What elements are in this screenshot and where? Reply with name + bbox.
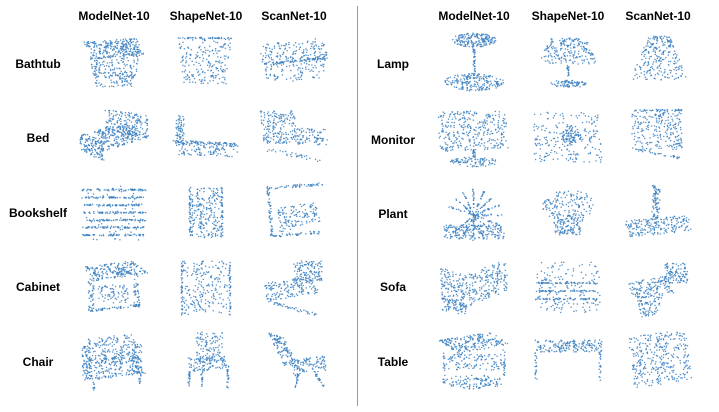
row-label-bathtub: Bathtub (15, 57, 61, 71)
column-header-modelnet: ModelNet-10 (438, 9, 510, 23)
point-cloud-sofa-modelnet (434, 253, 514, 321)
column-header-scannet: ScanNet-10 (625, 9, 691, 23)
column-header-modelnet: ModelNet-10 (78, 9, 150, 23)
point-cloud-sofa-shapenet (528, 253, 608, 321)
point-cloud-chair-modelnet (74, 326, 154, 394)
point-cloud-cabinet-shapenet (166, 253, 246, 321)
point-cloud-chair-scannet (254, 326, 334, 394)
left-panel: ModelNet-10 ShapeNet-10 ScanNet-10 Batht… (0, 0, 350, 412)
column-header-shapenet: ShapeNet-10 (531, 9, 605, 23)
point-cloud-bookshelf-shapenet (166, 178, 246, 246)
point-cloud-monitor-shapenet (528, 104, 608, 172)
row-label-plant: Plant (378, 207, 408, 221)
point-cloud-bed-scannet (254, 101, 334, 169)
point-cloud-bathtub-shapenet (166, 28, 246, 96)
point-cloud-sofa-scannet (618, 253, 698, 321)
right-panel: ModelNet-10 ShapeNet-10 ScanNet-10 Lamp … (361, 0, 719, 412)
point-cloud-bathtub-scannet (254, 28, 334, 96)
point-cloud-bed-shapenet (166, 101, 246, 169)
panel-divider (357, 6, 358, 406)
row-label-sofa: Sofa (379, 280, 407, 294)
point-cloud-plant-modelnet (434, 179, 514, 247)
point-cloud-lamp-shapenet (528, 28, 608, 96)
point-cloud-plant-shapenet (528, 179, 608, 247)
point-cloud-monitor-modelnet (434, 104, 514, 172)
column-header-scannet: ScanNet-10 (261, 9, 327, 23)
point-cloud-bookshelf-modelnet (74, 178, 154, 246)
point-cloud-chair-shapenet (166, 326, 246, 394)
row-label-bed: Bed (26, 131, 50, 145)
point-cloud-cabinet-modelnet (74, 253, 154, 321)
point-cloud-table-modelnet (434, 326, 514, 394)
point-cloud-bathtub-modelnet (74, 28, 154, 96)
row-label-cabinet: Cabinet (15, 280, 61, 294)
row-label-bookshelf: Bookshelf (8, 206, 68, 220)
point-cloud-table-scannet (618, 326, 698, 394)
point-cloud-lamp-scannet (618, 28, 698, 96)
row-label-lamp: Lamp (376, 57, 410, 71)
column-header-shapenet: ShapeNet-10 (169, 9, 243, 23)
point-cloud-table-shapenet (528, 326, 608, 394)
row-label-table: Table (377, 355, 409, 369)
point-cloud-cabinet-scannet (254, 253, 334, 321)
point-cloud-plant-scannet (618, 179, 698, 247)
point-cloud-bookshelf-scannet (254, 178, 334, 246)
row-label-monitor: Monitor (371, 133, 415, 147)
point-cloud-lamp-modelnet (434, 28, 514, 96)
row-label-chair: Chair (22, 355, 54, 369)
point-cloud-monitor-scannet (618, 104, 698, 172)
point-cloud-bed-modelnet (74, 101, 154, 169)
